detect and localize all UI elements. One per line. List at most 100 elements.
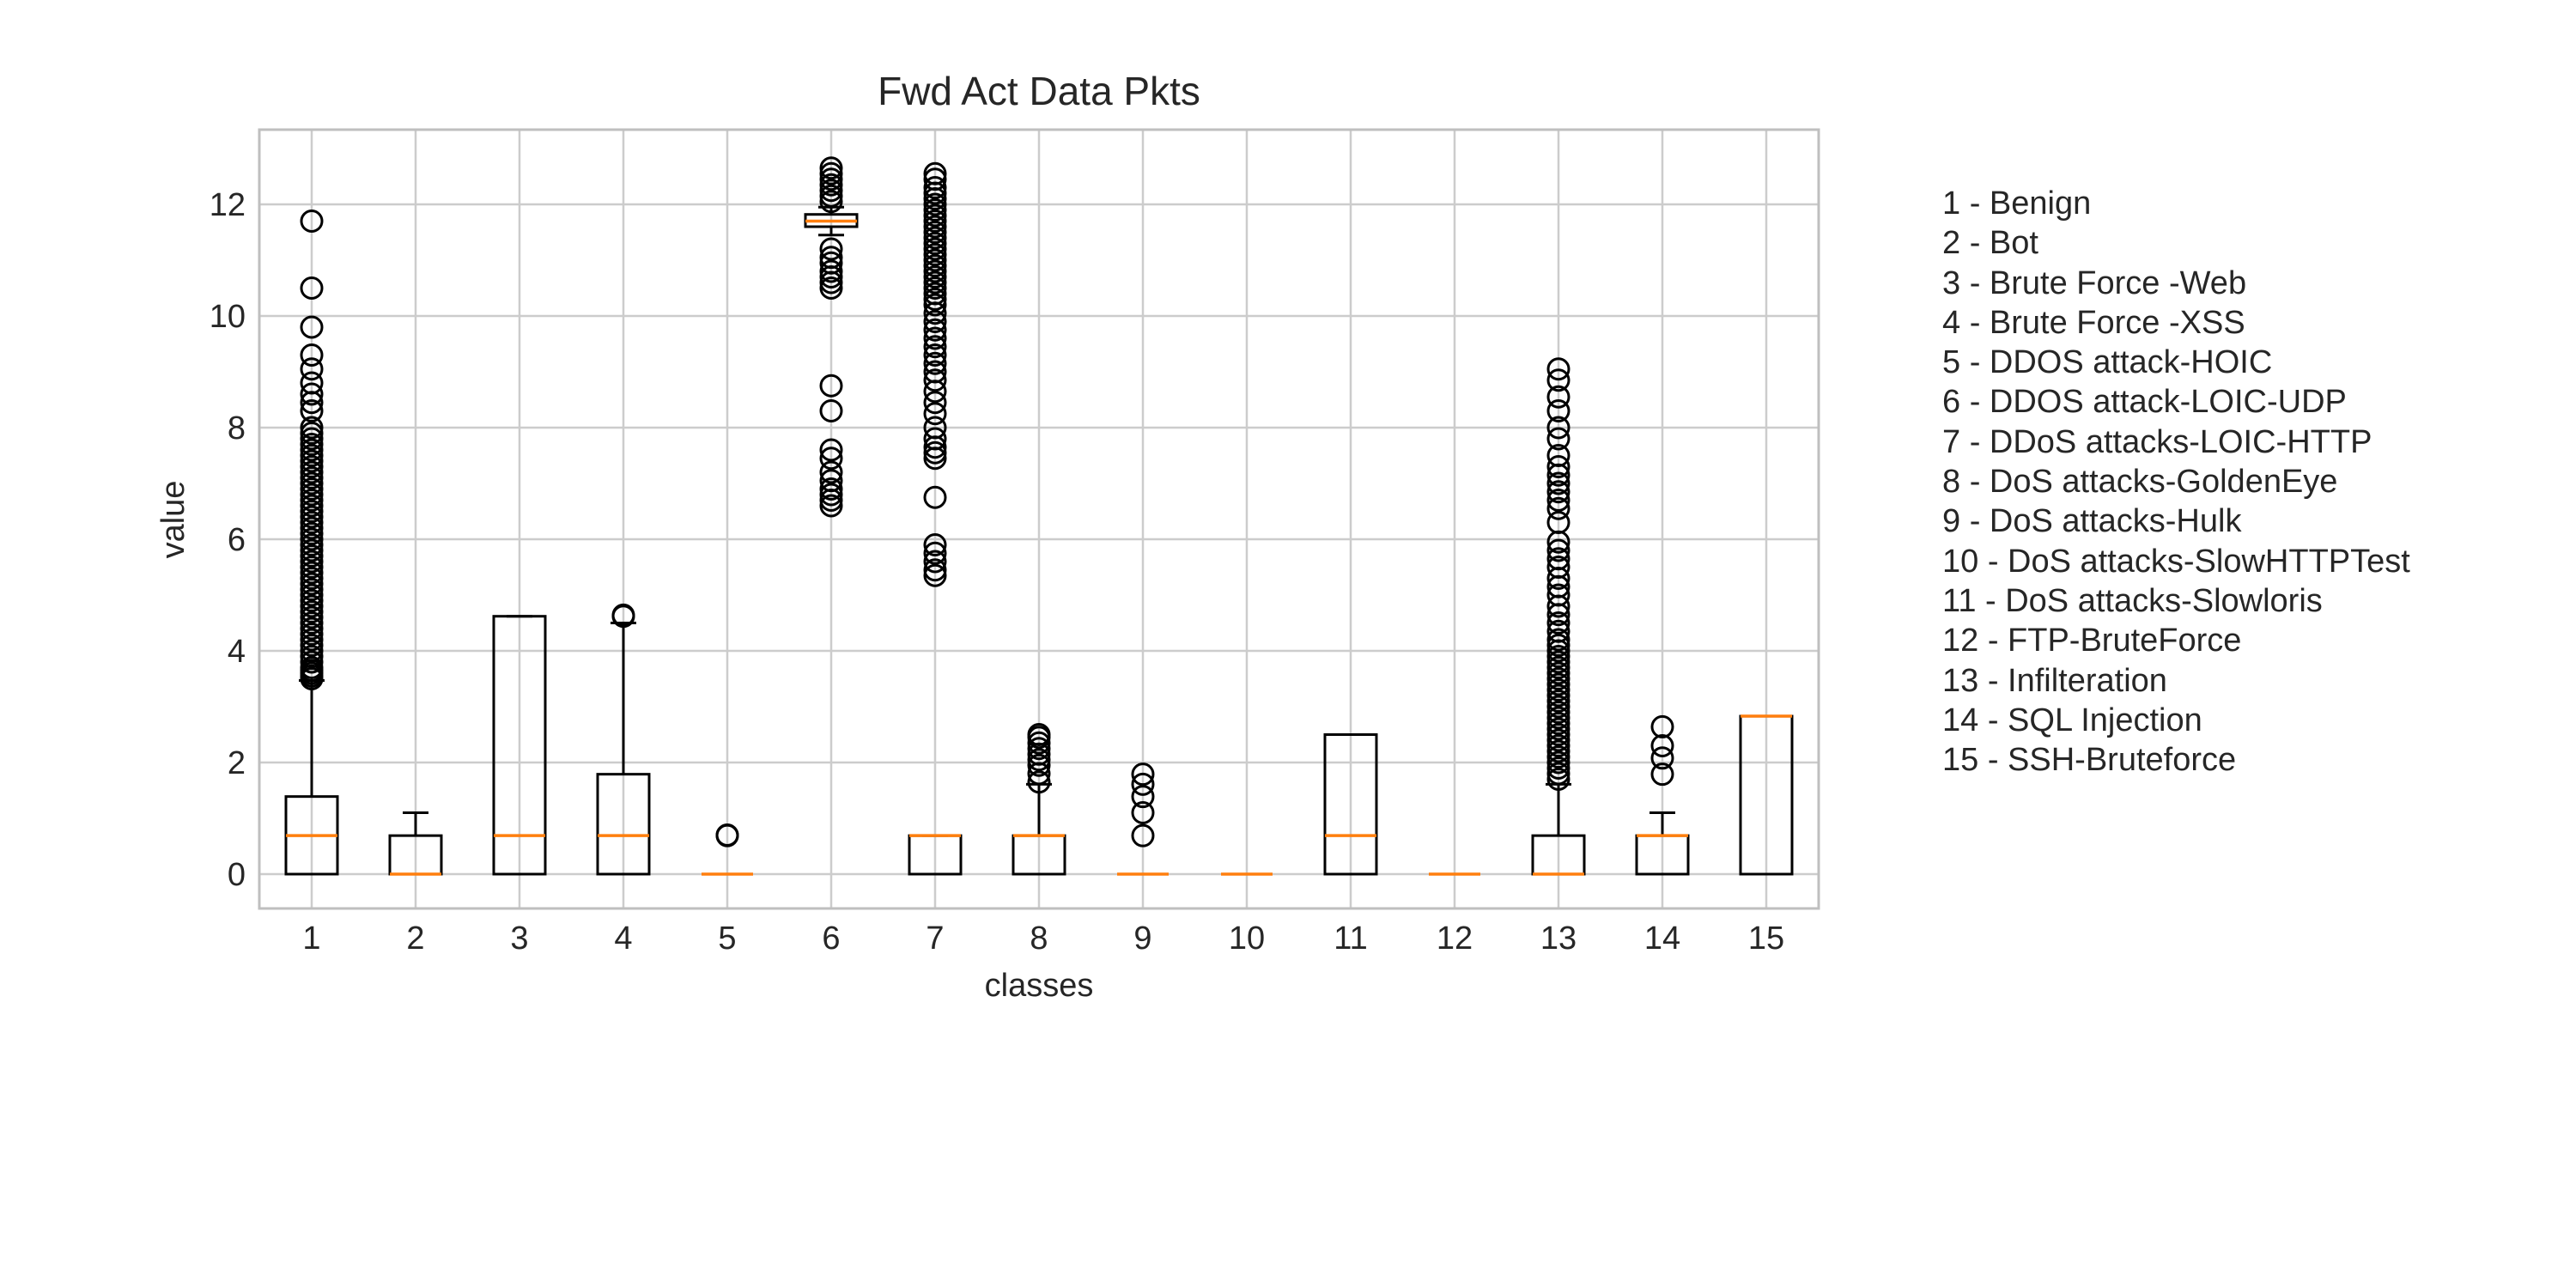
- outlier-point: [1546, 678, 1571, 702]
- outlier-point: [1546, 683, 1571, 708]
- outlier-point: [300, 399, 324, 422]
- outlier-point: [300, 500, 324, 523]
- outlier-point: [1546, 672, 1571, 696]
- iqr-box: [492, 615, 547, 876]
- outlier-point: [300, 611, 324, 635]
- outlier-point: [300, 276, 324, 300]
- outlier-point: [1027, 770, 1051, 794]
- outlier-point: [300, 567, 324, 590]
- y-tick-label: 0: [228, 857, 246, 893]
- outlier-point: [1131, 823, 1155, 848]
- outlier-point: [1546, 634, 1571, 657]
- outlier-point: [1546, 480, 1571, 504]
- outlier-point: [300, 650, 324, 674]
- outlier-point: [611, 603, 635, 627]
- iqr-box: [1323, 733, 1378, 876]
- outlier-point: [923, 254, 947, 277]
- outlier-point: [923, 282, 947, 306]
- chart-title: Fwd Act Data Pkts: [878, 69, 1200, 113]
- outlier-point: [300, 605, 324, 629]
- outlier-point: [300, 561, 324, 585]
- outlier-point: [923, 221, 947, 244]
- outlier-point: [819, 276, 843, 300]
- outlier-point: [923, 351, 947, 375]
- outlier-point: [923, 210, 947, 233]
- outlier-point: [819, 460, 843, 484]
- outlier-point: [1546, 427, 1571, 451]
- outlier-point: [300, 460, 324, 484]
- outlier-point: [819, 494, 843, 518]
- outlier-point: [923, 248, 947, 272]
- outlier-point: [300, 533, 324, 556]
- outlier-point: [300, 471, 324, 495]
- outlier-point: [300, 572, 324, 596]
- y-tick-label: 2: [228, 745, 246, 781]
- x-tick-label: 7: [926, 920, 944, 957]
- outlier-point: [923, 310, 947, 333]
- outlier-point: [300, 645, 324, 668]
- legend-entry: 7 - DDoS attacks-LOIC-HTTP: [1942, 423, 2372, 460]
- outlier-point: [923, 161, 947, 185]
- outlier-point: [819, 469, 843, 493]
- outlier-point: [923, 215, 947, 239]
- x-tick-label: 6: [822, 920, 840, 957]
- legend-entry: 10 - DoS attacks-SlowHTTPTest: [1942, 543, 2410, 580]
- outlier-point: [923, 402, 947, 426]
- outlier-point: [1546, 628, 1571, 652]
- outlier-point: [1546, 611, 1571, 635]
- outlier-point: [300, 416, 324, 440]
- legend-entry: 8 - DoS attacks-GoldenEye: [1942, 464, 2338, 501]
- outlier-point: [923, 318, 947, 342]
- outlier-point: [300, 639, 324, 663]
- outlier-point: [923, 232, 947, 255]
- outlier-point: [923, 427, 947, 451]
- outlier-point: [300, 455, 324, 478]
- outlier-point: [923, 335, 947, 359]
- outlier-point: [300, 617, 324, 641]
- outlier-point: [1546, 496, 1571, 520]
- outlier-point: [300, 578, 324, 601]
- outlier-point: [1546, 756, 1571, 780]
- x-tick-label: 1: [302, 920, 320, 957]
- x-tick-label: 11: [1334, 920, 1367, 957]
- outlier-point: [300, 628, 324, 652]
- outlier-point: [1546, 728, 1571, 752]
- outlier-point: [300, 583, 324, 607]
- outlier-point: [819, 246, 843, 270]
- box-class-8: [1012, 723, 1066, 876]
- legend-entry: 14 - SQL Injection: [1942, 702, 2202, 738]
- iqr-box: [596, 773, 651, 876]
- outlier-point: [923, 391, 947, 415]
- outlier-point: [1546, 701, 1571, 724]
- outlier-point: [300, 516, 324, 540]
- outlier-point: [1546, 547, 1571, 571]
- outlier-point: [923, 440, 947, 465]
- outlier-point: [1546, 706, 1571, 730]
- outlier-point: [300, 550, 324, 574]
- outlier-point: [923, 558, 947, 582]
- outlier-point: [923, 541, 947, 565]
- outlier-point: [300, 422, 324, 445]
- outlier-point: [300, 511, 324, 534]
- outlier-point: [300, 544, 324, 568]
- outlier-point: [923, 343, 947, 367]
- box-class-13: [1531, 357, 1586, 876]
- outlier-point: [923, 276, 947, 300]
- outlier-point: [300, 527, 324, 551]
- y-axis-label: value: [155, 481, 191, 559]
- outlier-point: [1546, 695, 1571, 719]
- outlier-point: [1546, 768, 1571, 791]
- legend: 1 - Benign 2 - Bot 3 - Brute Force -Web 4 -…: [1942, 184, 2410, 780]
- x-tick-label: 14: [1644, 920, 1680, 957]
- legend-entry: 15 - SSH-Bruteforce: [1942, 742, 2237, 779]
- outlier-point: [300, 210, 324, 233]
- y-tick-label: 8: [228, 410, 246, 447]
- outlier-point: [819, 184, 843, 208]
- outlier-point: [923, 288, 947, 311]
- outlier-point: [1546, 538, 1571, 562]
- outlier-point: [1546, 645, 1571, 668]
- outlier-point: [300, 556, 324, 579]
- outlier-point: [300, 538, 324, 562]
- x-tick-label: 8: [1030, 920, 1048, 957]
